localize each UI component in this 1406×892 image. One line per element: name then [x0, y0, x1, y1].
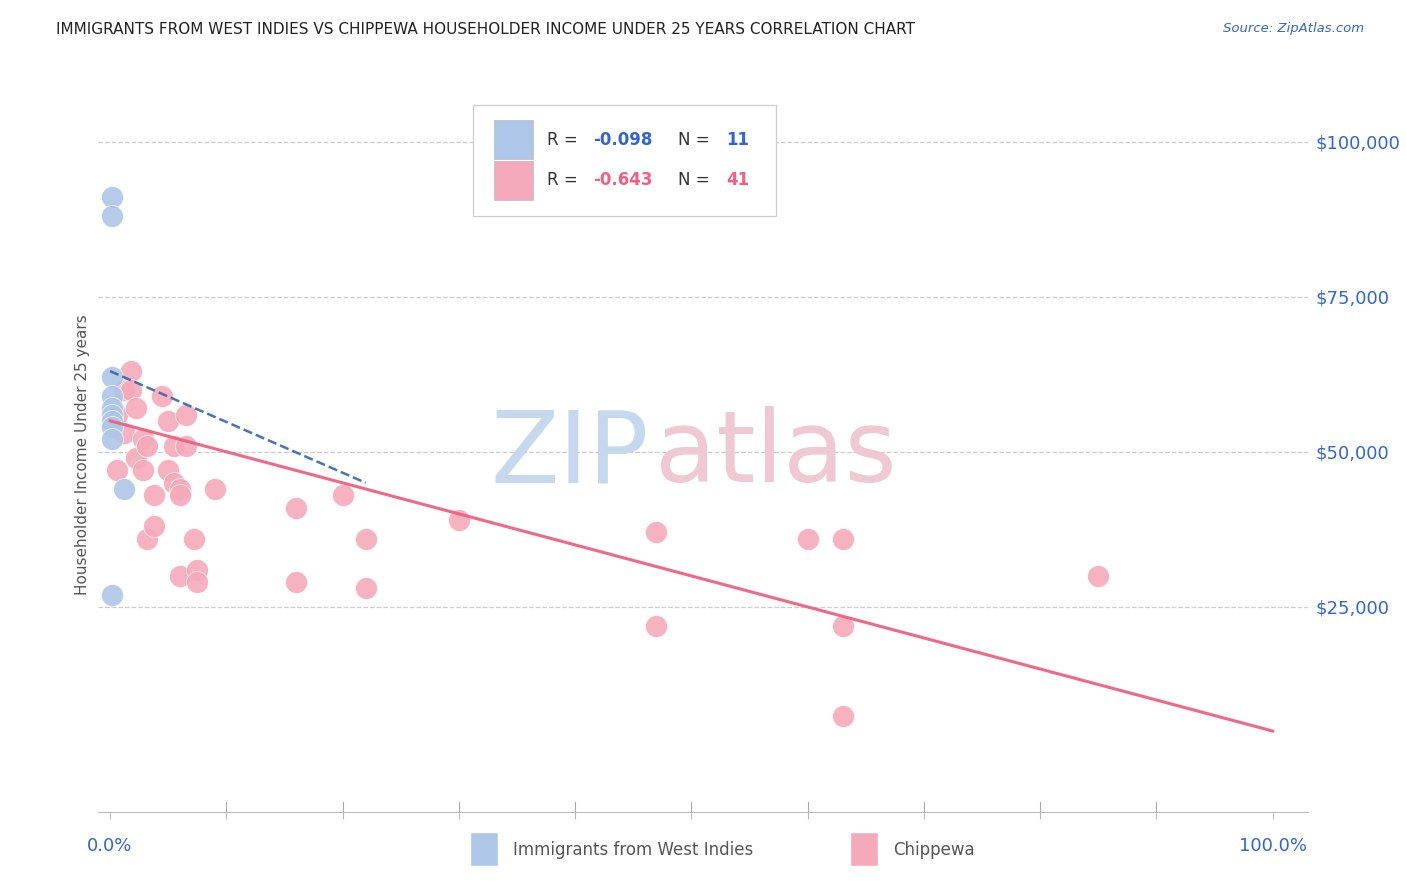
Point [124, 401, 146, 416]
Point [101, 408, 124, 422]
Text: IMMIGRANTS FROM WEST INDIES VS CHIPPEWA HOUSEHOLDER INCOME UNDER 25 YEARS CORREL: IMMIGRANTS FROM WEST INDIES VS CHIPPEWA … [56, 22, 915, 37]
Point [204, 482, 226, 496]
Point [105, 408, 128, 422]
Point [186, 575, 208, 590]
Text: -0.643: -0.643 [593, 171, 652, 189]
Text: R =: R = [547, 130, 583, 148]
Text: 41: 41 [725, 171, 749, 189]
Point [174, 408, 197, 422]
Point [831, 532, 853, 546]
Point [169, 488, 191, 502]
FancyBboxPatch shape [474, 105, 776, 216]
Text: Chippewa: Chippewa [893, 841, 974, 859]
Point [131, 463, 153, 477]
Point [136, 439, 159, 453]
Y-axis label: Householder Income Under 25 years: Householder Income Under 25 years [75, 315, 90, 595]
Text: N =: N = [678, 130, 714, 148]
Point [831, 708, 853, 723]
Point [150, 389, 173, 403]
Text: Source: ZipAtlas.com: Source: ZipAtlas.com [1223, 22, 1364, 36]
Point [101, 588, 124, 602]
Point [131, 433, 153, 447]
Point [112, 383, 135, 397]
Text: atlas: atlas [655, 407, 896, 503]
Point [120, 364, 142, 378]
Point [169, 482, 191, 496]
Point [101, 370, 124, 384]
Text: R =: R = [547, 171, 583, 189]
Bar [494, 161, 533, 200]
Point [112, 482, 135, 496]
Point [183, 532, 205, 546]
Text: 0.0%: 0.0% [87, 837, 132, 855]
Text: 100.0%: 100.0% [1239, 837, 1306, 855]
Bar [494, 120, 533, 159]
Point [101, 433, 124, 447]
Point [120, 383, 142, 397]
Text: 11: 11 [725, 130, 749, 148]
Point [105, 463, 128, 477]
Point [112, 426, 135, 441]
Point [124, 450, 146, 465]
Point [831, 618, 853, 632]
Point [101, 389, 124, 403]
Point [285, 500, 308, 515]
Point [447, 513, 470, 527]
Point [332, 488, 354, 502]
Point [101, 401, 124, 416]
Point [101, 414, 124, 428]
Point [143, 519, 166, 533]
Point [285, 575, 308, 590]
Point [157, 463, 180, 477]
Point [645, 525, 668, 540]
Text: N =: N = [678, 171, 714, 189]
Point [101, 209, 124, 223]
Text: ZIP: ZIP [491, 407, 648, 503]
Point [163, 439, 186, 453]
Point [186, 563, 208, 577]
Point [101, 190, 124, 204]
Point [645, 618, 668, 632]
Point [354, 582, 377, 596]
Text: -0.098: -0.098 [593, 130, 652, 148]
Point [136, 532, 159, 546]
Point [1087, 569, 1109, 583]
Point [101, 420, 124, 434]
Point [169, 569, 191, 583]
Point [143, 488, 166, 502]
Text: Immigrants from West Indies: Immigrants from West Indies [513, 841, 754, 859]
Point [796, 532, 818, 546]
Point [157, 414, 180, 428]
Point [354, 532, 377, 546]
Point [163, 475, 186, 490]
Point [174, 439, 197, 453]
